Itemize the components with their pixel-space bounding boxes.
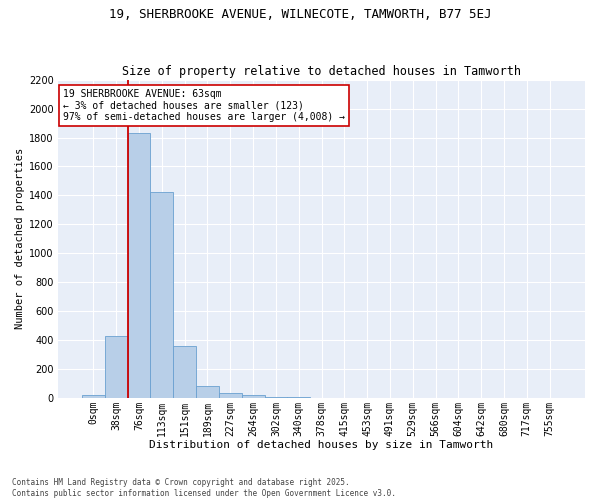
Title: Size of property relative to detached houses in Tamworth: Size of property relative to detached ho… bbox=[122, 66, 521, 78]
Text: Contains HM Land Registry data © Crown copyright and database right 2025.
Contai: Contains HM Land Registry data © Crown c… bbox=[12, 478, 396, 498]
Bar bbox=[173, 346, 196, 398]
Y-axis label: Number of detached properties: Number of detached properties bbox=[15, 148, 25, 330]
Bar bbox=[151, 192, 173, 398]
Text: 19 SHERBROOKE AVENUE: 63sqm
← 3% of detached houses are smaller (123)
97% of sem: 19 SHERBROOKE AVENUE: 63sqm ← 3% of deta… bbox=[64, 89, 346, 122]
Bar bbox=[219, 392, 242, 398]
Bar bbox=[105, 336, 128, 398]
Text: 19, SHERBROOKE AVENUE, WILNECOTE, TAMWORTH, B77 5EJ: 19, SHERBROOKE AVENUE, WILNECOTE, TAMWOR… bbox=[109, 8, 491, 20]
Bar bbox=[82, 395, 105, 398]
Bar bbox=[242, 395, 265, 398]
Bar bbox=[196, 386, 219, 398]
Bar bbox=[128, 133, 151, 398]
X-axis label: Distribution of detached houses by size in Tamworth: Distribution of detached houses by size … bbox=[149, 440, 494, 450]
Bar bbox=[265, 397, 287, 398]
